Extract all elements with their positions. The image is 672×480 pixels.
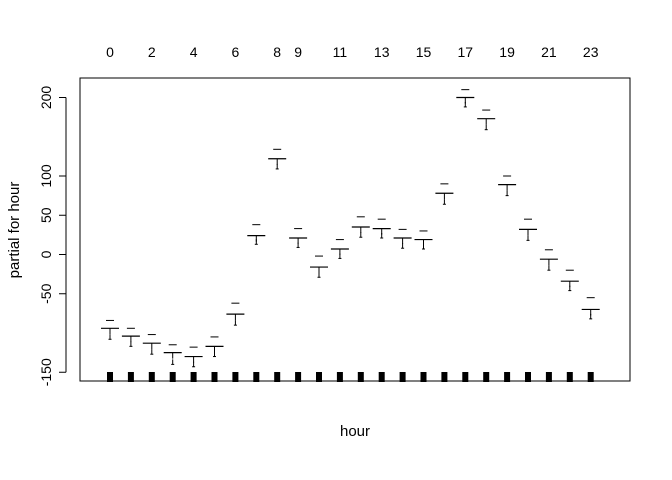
data-point-23 xyxy=(581,297,600,320)
rug-mark xyxy=(399,372,406,382)
data-point-12 xyxy=(351,216,370,238)
rug-mark xyxy=(483,372,490,382)
x-top-tick-label: 17 xyxy=(458,44,474,60)
rug-mark xyxy=(107,372,113,382)
rug-mark xyxy=(587,372,594,382)
rug-mark xyxy=(148,372,155,382)
x-top-tick-label: 0 xyxy=(106,44,114,60)
data-point-11 xyxy=(330,239,349,259)
data-point-17 xyxy=(456,89,475,108)
x-top-axis: 0 2 4 6 8 9 11 13 15 17 19 21 23 xyxy=(106,44,599,60)
rug-mark xyxy=(441,372,448,382)
rug-mark xyxy=(127,372,134,382)
y-tick-label: 50 xyxy=(38,207,54,223)
x-top-tick-label: 15 xyxy=(416,44,432,60)
y-tick-label: 200 xyxy=(38,86,54,110)
rug-marks xyxy=(107,372,594,382)
rug-mark xyxy=(525,372,531,382)
data-point-8 xyxy=(268,148,287,170)
rug-mark xyxy=(545,372,552,382)
y-tick-label: 0 xyxy=(38,250,54,258)
rug-mark xyxy=(211,372,218,382)
rug-mark xyxy=(274,372,281,382)
rug-mark xyxy=(190,372,197,382)
data-point-10 xyxy=(310,255,328,278)
rug-mark xyxy=(357,372,364,382)
x-axis-label: hour xyxy=(340,423,370,440)
data-point-6 xyxy=(226,302,245,326)
rug-mark xyxy=(253,372,260,382)
data-point-21 xyxy=(539,249,558,271)
data-point-2 xyxy=(142,334,161,355)
rug-mark xyxy=(420,372,427,382)
x-top-tick-label: 13 xyxy=(374,44,390,60)
data-point-15 xyxy=(414,230,433,250)
x-top-tick-label: 23 xyxy=(583,44,599,60)
rug-mark xyxy=(504,372,511,382)
data-point-19 xyxy=(498,175,517,197)
data-point-1 xyxy=(121,327,140,347)
rug-mark xyxy=(462,372,469,382)
rug-mark xyxy=(378,372,385,382)
data-point-22 xyxy=(560,269,579,292)
y-tick-label: -150 xyxy=(38,358,54,386)
x-top-tick-label: 6 xyxy=(232,44,240,60)
x-top-tick-label: 9 xyxy=(294,44,302,60)
y-axis: -150 -50 0 50 100 200 xyxy=(38,86,67,386)
x-top-tick-label: 4 xyxy=(190,44,198,60)
data-point-16 xyxy=(435,183,454,205)
data-point-3 xyxy=(163,344,182,365)
data-point-13 xyxy=(372,218,391,239)
x-top-tick-label: 21 xyxy=(541,44,557,60)
data-point-4 xyxy=(184,346,203,368)
x-top-tick-label: 11 xyxy=(333,44,348,60)
rug-mark xyxy=(316,372,322,382)
rug-mark xyxy=(566,372,573,382)
rug-mark xyxy=(295,372,302,382)
x-top-tick-label: 19 xyxy=(499,44,515,60)
rug-mark xyxy=(232,372,239,382)
data-point-18 xyxy=(477,109,496,131)
data-point-5 xyxy=(205,336,224,358)
data-point-9 xyxy=(289,228,308,248)
rug-mark xyxy=(169,372,176,382)
rug-mark xyxy=(336,372,343,382)
plot-frame xyxy=(79,77,631,382)
y-axis-label: partial for hour xyxy=(6,182,23,279)
data-point-20 xyxy=(519,218,537,241)
data-point-0 xyxy=(101,319,119,340)
data-marks xyxy=(101,89,600,368)
x-top-tick-label: 2 xyxy=(148,44,156,60)
data-point-7 xyxy=(247,224,266,245)
y-tick-label: -50 xyxy=(38,283,54,303)
x-top-tick-label: 8 xyxy=(273,44,281,60)
data-point-14 xyxy=(393,228,412,249)
y-tick-label: 100 xyxy=(38,164,54,188)
